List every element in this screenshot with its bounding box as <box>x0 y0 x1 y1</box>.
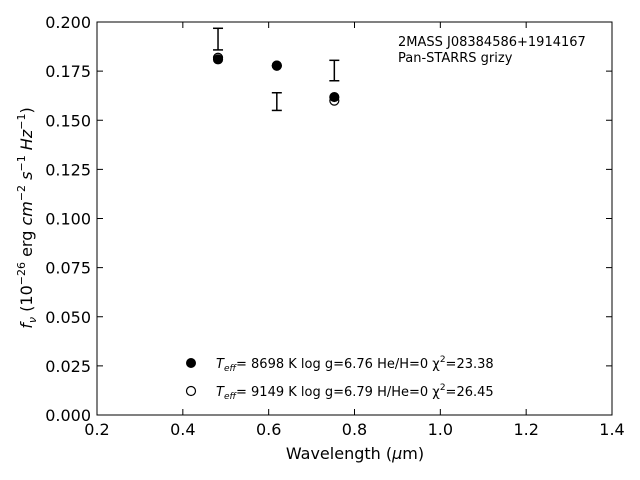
plot-area <box>96 21 613 416</box>
error-bars <box>213 27 340 112</box>
error-bar <box>213 27 224 51</box>
x-tick-label: 1.2 <box>513 420 538 439</box>
y-tick-label: 0.075 <box>45 259 91 278</box>
y-tick-label: 0.050 <box>45 308 91 327</box>
y-tick-label: 0.025 <box>45 357 91 376</box>
y-axis-label: fν (10−26 erg cm−2 s−1 Hz−1) <box>15 107 39 328</box>
y-tick-label: 0.200 <box>45 13 91 32</box>
x-tick-label: 1.4 <box>599 420 624 439</box>
legend-entry-open: Teff= 9149 K log g=6.79 H/He=0 χ2=26.45 <box>216 383 494 402</box>
y-tick-label: 0.125 <box>45 160 91 179</box>
y-tick-label: 0.000 <box>45 406 91 425</box>
error-bar <box>271 91 282 112</box>
x-tick-label: 0.8 <box>342 420 367 439</box>
data-point-filled <box>329 91 340 103</box>
y-tick-label: 0.100 <box>45 210 91 229</box>
legend-marker-open <box>185 385 197 397</box>
x-tick-label: 1.0 <box>428 420 453 439</box>
x-tick-label: 0.6 <box>256 420 281 439</box>
x-tick-labels: 0.2 0.4 0.6 0.8 1.0 1.2 1.4 <box>84 420 624 439</box>
y-tick-labels: 0.000 0.025 0.050 0.075 0.100 0.125 0.150 0.175… <box>45 13 91 425</box>
legend-entry-filled: Teff= 8698 K log g=6.76 He/H=0 χ2=23.38 <box>216 355 494 374</box>
points <box>212 52 340 106</box>
x-tick-label: 0.2 <box>84 420 109 439</box>
data-point-filled <box>212 54 224 65</box>
legend: Teff= 8698 K log g=6.76 He/H=0 χ2=23.38 … <box>185 355 494 402</box>
annotation-survey: Pan-STARRS grizy <box>398 51 513 66</box>
error-bar <box>329 59 340 82</box>
ticks <box>96 21 613 416</box>
y-tick-label: 0.175 <box>45 62 91 81</box>
data-point-filled <box>271 60 282 71</box>
y-tick-label: 0.150 <box>45 111 91 130</box>
legend-marker-filled <box>186 358 196 368</box>
annotation-object-name: 2MASS J08384586+1914167 <box>398 35 586 50</box>
x-tick-label: 0.4 <box>170 420 195 439</box>
x-axis-label: Wavelength (μm) <box>286 444 424 463</box>
